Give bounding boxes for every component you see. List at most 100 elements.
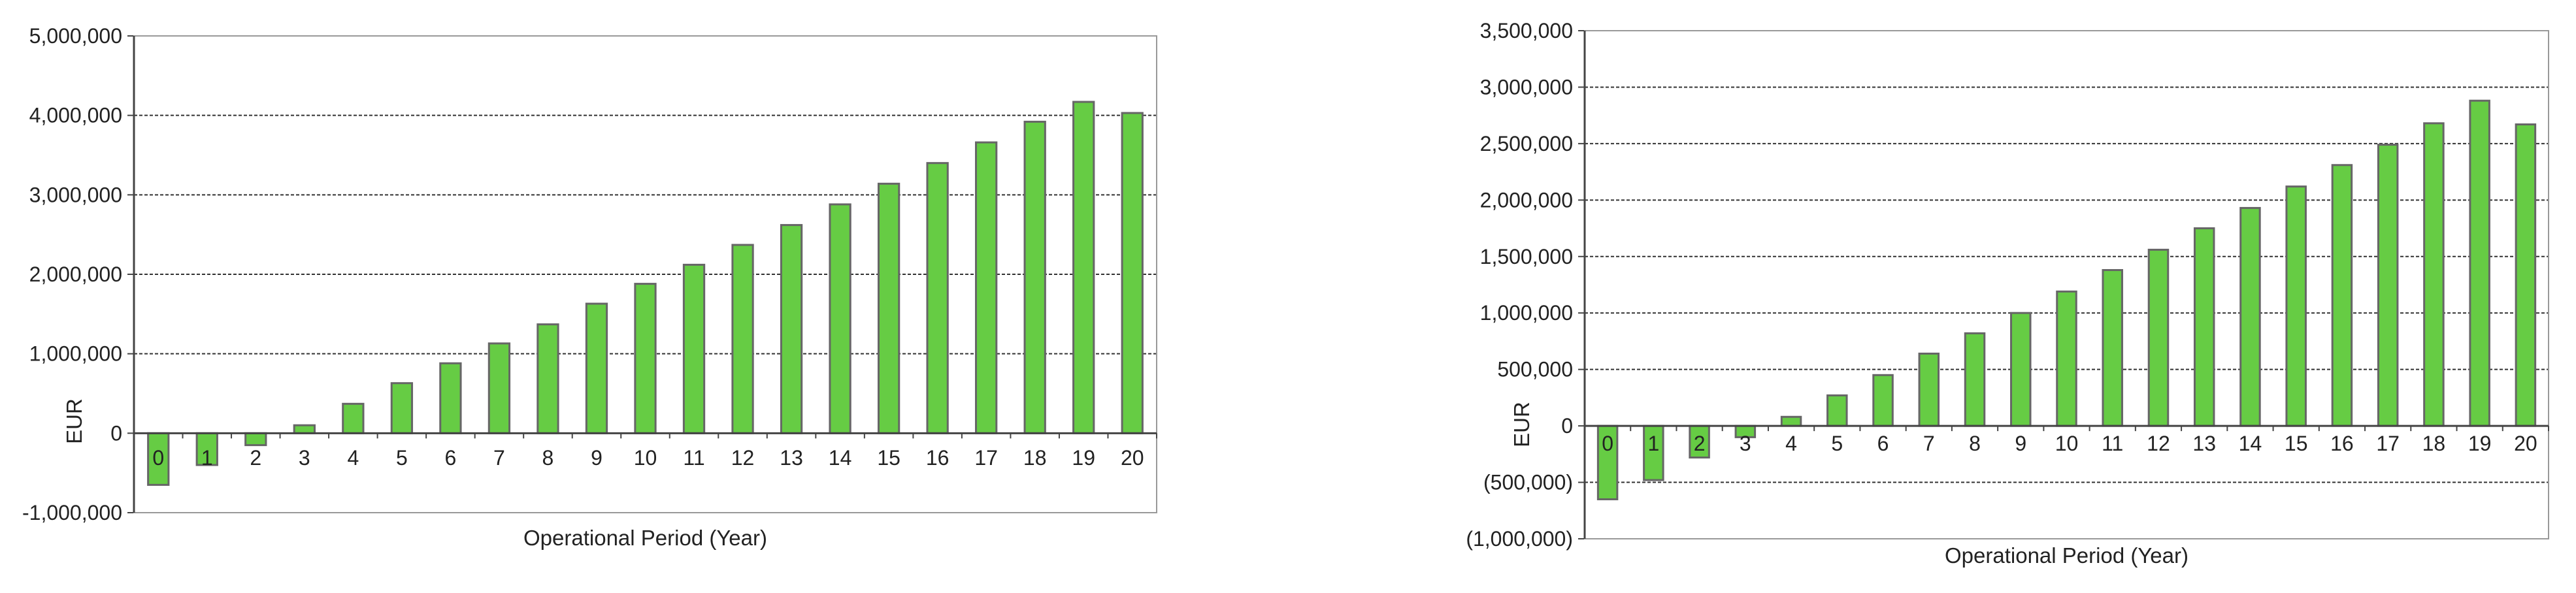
y-tick-label: 3,000,000 (29, 183, 122, 206)
bar (2285, 185, 2307, 427)
chart-right: (1,000,000) (500,000) 0 500,000 1,000,000 1,5… (1466, 19, 2549, 568)
bar (1072, 101, 1095, 434)
x-tick-label: 18 (1023, 446, 1047, 470)
bar (1826, 394, 1848, 427)
y-tick-label: 1,000,000 (29, 342, 122, 366)
bar (2377, 144, 2399, 427)
x-tick-label: 13 (780, 446, 803, 470)
x-tick-label: 3 (299, 446, 310, 470)
x-tick-label: 9 (2015, 432, 2026, 455)
x-tick-label: 18 (2422, 432, 2446, 455)
x-tick-label: 7 (493, 446, 505, 470)
bar (2102, 269, 2123, 427)
y-tick-label: 2,000,000 (1480, 188, 1573, 212)
x-tick-label: 2 (250, 446, 261, 470)
bar (829, 203, 851, 434)
x-tick-label: 11 (683, 446, 704, 470)
bar (1964, 332, 1986, 427)
x-tick-label: 4 (347, 446, 359, 470)
x-tick-label: 1 (1647, 432, 1659, 455)
bar (293, 424, 316, 434)
x-tick-label: 16 (2330, 432, 2354, 455)
bar (342, 402, 365, 434)
y-axis-title: EUR (62, 398, 86, 444)
x-tick-label: 11 (2102, 432, 2123, 455)
y-tick-label: 3,500,000 (1480, 19, 1573, 42)
y-tick-label: 500,000 (1497, 358, 1573, 381)
x-tick-label: 5 (1831, 432, 1843, 455)
bar (1780, 415, 1802, 427)
y-tick-label: 3,000,000 (1480, 75, 1573, 99)
bar (1023, 120, 1046, 434)
bar (2010, 312, 2032, 427)
y-tick-label: 2,500,000 (1480, 132, 1573, 155)
y-tick-label: 4,000,000 (29, 104, 122, 127)
bar (731, 244, 754, 434)
y-tick-label: 0 (1561, 414, 1573, 438)
y-tick-label: (1,000,000) (1466, 527, 1573, 551)
x-tick-label: 20 (1121, 446, 1144, 470)
y-tick-label: 0 (110, 421, 122, 445)
x-tick-label: 15 (877, 446, 900, 470)
x-tick-label: 19 (2468, 432, 2492, 455)
x-tick-label: 17 (2376, 432, 2400, 455)
x-tick-label: 16 (926, 446, 949, 470)
x-tick-label: 8 (1969, 432, 1981, 455)
bar (877, 182, 900, 434)
bar (1596, 425, 1619, 500)
x-tick-label: 1 (201, 446, 213, 470)
bar (1872, 374, 1894, 427)
x-tick-label: 7 (1923, 432, 1935, 455)
x-tick-label: 20 (2514, 432, 2537, 455)
x-tick-label: 12 (731, 446, 755, 470)
bar (585, 302, 608, 434)
plot-frame (1584, 30, 2549, 539)
x-tick-label: 19 (1072, 446, 1095, 470)
bar (537, 323, 559, 434)
x-tick-label: 6 (1877, 432, 1889, 455)
bar (244, 432, 267, 447)
x-tick-label: 2 (1694, 432, 1706, 455)
y-axis-title: EUR (1510, 402, 1534, 447)
bar (780, 224, 803, 434)
x-tick-label: 8 (542, 446, 554, 470)
bar (1121, 112, 1144, 434)
x-tick-label: 13 (2192, 432, 2216, 455)
x-tick-label: 14 (829, 446, 852, 470)
y-tick-label: 2,000,000 (29, 263, 122, 286)
x-tick-label: 9 (591, 446, 603, 470)
x-tick-label: 12 (2147, 432, 2170, 455)
x-axis-title: Operational Period (Year) (523, 526, 767, 550)
bar (487, 342, 511, 434)
bar (682, 263, 706, 434)
bar (1918, 352, 1940, 427)
x-tick-label: 5 (396, 446, 408, 470)
x-tick-label: 17 (974, 446, 998, 470)
bar (1689, 425, 1710, 459)
x-tick-label: 14 (2239, 432, 2262, 455)
bar (2193, 227, 2215, 427)
bar (2423, 122, 2445, 427)
x-tick-label: 6 (445, 446, 457, 470)
y-tick-label: 1,000,000 (1480, 301, 1573, 325)
x-tick-label: 0 (1602, 432, 1613, 455)
x-tick-label: 10 (2055, 432, 2079, 455)
bar (2147, 248, 2170, 427)
bar (439, 362, 462, 434)
bar (2515, 123, 2537, 427)
bar (1643, 425, 1664, 481)
x-tick-label: 0 (152, 446, 164, 470)
bar (390, 382, 414, 434)
bar (634, 283, 657, 434)
bar (2469, 99, 2490, 427)
x-tick-label: 4 (1785, 432, 1797, 455)
y-tick-label: 1,500,000 (1480, 245, 1573, 268)
x-axis-title: Operational Period (Year) (1945, 543, 2188, 568)
y-tick-label: 5,000,000 (29, 24, 122, 48)
bar (926, 162, 949, 434)
bar (2239, 206, 2261, 427)
y-tick-label: (500,000) (1483, 471, 1573, 494)
x-tick-label: 10 (634, 446, 657, 470)
x-tick-label: 3 (1740, 432, 1751, 455)
